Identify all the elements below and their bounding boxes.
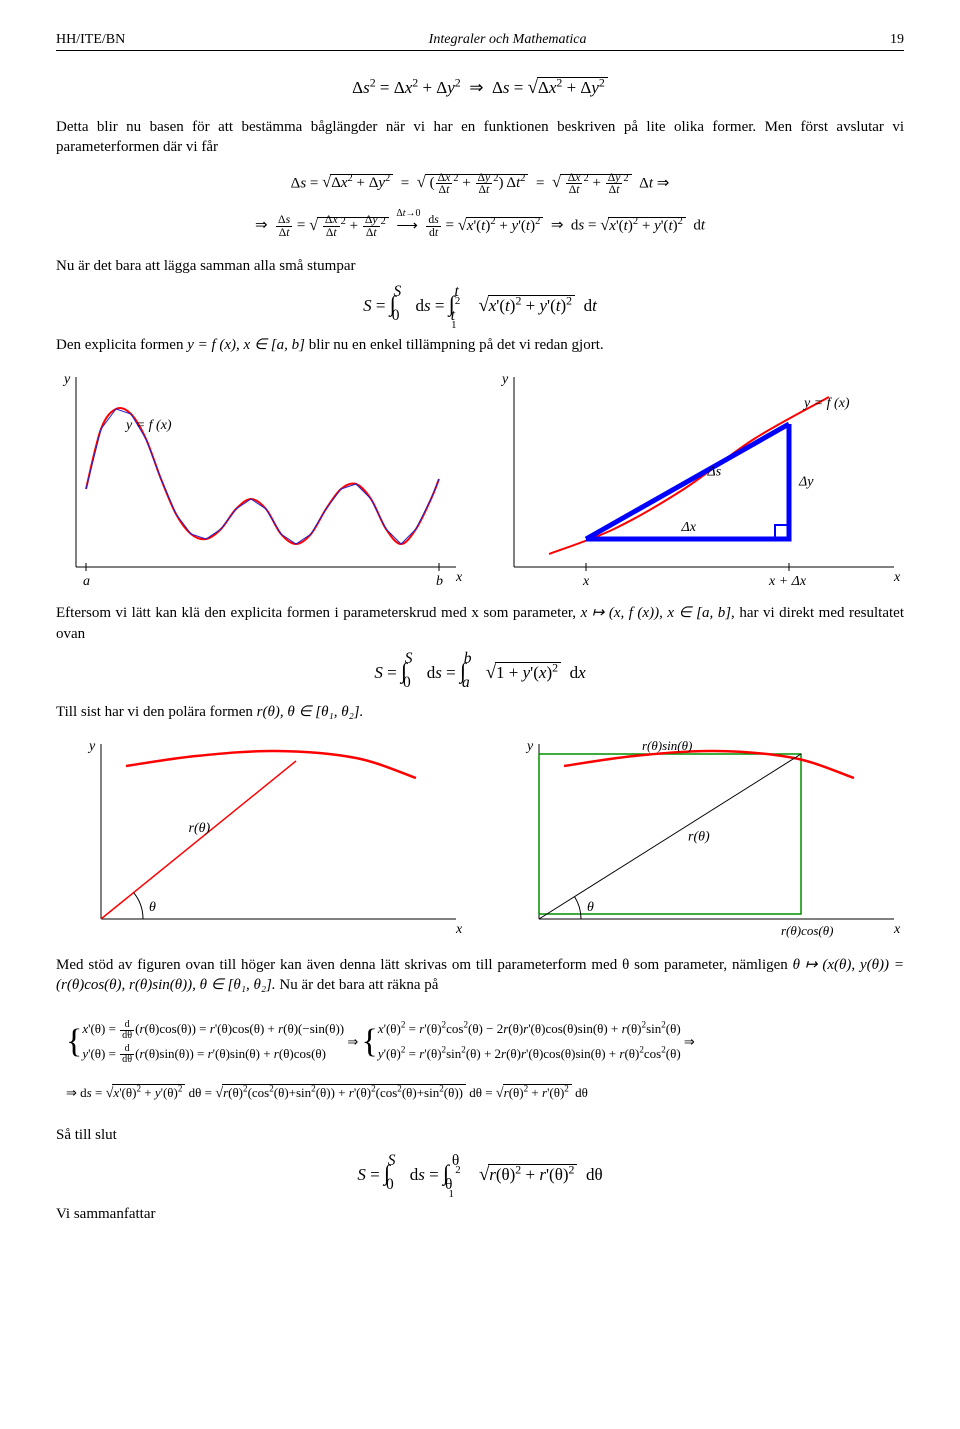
eq-arclength-polar: S = ∫0S ds = ∫θ1θ2 r(θ)2 + r'(θ)2 dθ	[56, 1160, 904, 1187]
header-right: 19	[890, 32, 904, 48]
svg-text:y = f (x): y = f (x)	[124, 418, 172, 433]
eq-polar-deriv: { x'(θ) = ddθ(r(θ)cos(θ)) = r'(θ)cos(θ) …	[66, 1010, 904, 1108]
figure-ds-triangle: x y x x + Δx y = f (x) Δs Δy Δx	[494, 369, 904, 589]
para-1: Detta blir nu basen för att bestämma båg…	[56, 117, 904, 158]
para-2: Nu är det bara att lägga samman alla små…	[56, 256, 904, 276]
eq-param-step2: ⇒ ΔsΔt = ΔxΔt2 + ΔyΔt2 ⟶Δt→0 dsdt = x'(t…	[56, 214, 904, 238]
para-6: Med stöd av figuren ovan till höger kan …	[56, 955, 904, 996]
svg-text:a: a	[83, 574, 90, 589]
eq-ds-definition: Δs2 = Δx2 + Δy2 ⇒ Δs = Δx2 + Δy2	[56, 77, 904, 99]
svg-text:Δs: Δs	[707, 465, 722, 480]
header-left: HH/ITE/BN	[56, 32, 125, 48]
para-7: Så till slut	[56, 1125, 904, 1145]
eq-param-step1: Δs = Δx2 + Δy2 = (ΔxΔt2 + ΔyΔt2) Δt2 = Δ…	[56, 172, 904, 196]
svg-text:x: x	[455, 922, 463, 937]
svg-text:x: x	[893, 570, 901, 585]
svg-text:r(θ)sin(θ): r(θ)sin(θ)	[642, 738, 692, 753]
figure-polar-rect: x y θ r(θ) r(θ)sin(θ) r(θ)cos(θ)	[494, 736, 904, 941]
svg-text:x: x	[893, 922, 901, 937]
page-header: HH/ITE/BN Integraler och Mathematica 19	[56, 32, 904, 51]
figure-row-2: x y θ r(θ) x y θ r(θ) r(θ)sin(θ) r(θ)cos(θ)	[56, 736, 904, 941]
svg-text:r(θ): r(θ)	[688, 830, 710, 845]
svg-text:x: x	[455, 570, 463, 585]
figure-explicit-curve: x y a b y = f (x)	[56, 369, 466, 589]
svg-text:x + Δx: x + Δx	[768, 574, 807, 589]
svg-text:Δx: Δx	[681, 520, 697, 535]
para-3: Den explicita formen y = f (x), x ∈ [a, …	[56, 335, 904, 355]
figure-row-1: x y a b y = f (x) x y x x + Δx y = f (x) Δs Δy Δx	[56, 369, 904, 589]
svg-text:x: x	[582, 574, 590, 589]
para-5: Till sist har vi den polära formen r(θ),…	[56, 702, 904, 722]
svg-text:y = f (x): y = f (x)	[802, 396, 850, 411]
svg-text:y: y	[500, 372, 509, 387]
svg-text:θ: θ	[587, 900, 594, 915]
svg-text:r(θ)cos(θ): r(θ)cos(θ)	[781, 923, 833, 938]
svg-text:y: y	[525, 739, 534, 754]
svg-text:b: b	[436, 574, 443, 589]
eq-arclength-param: S = ∫0S ds = ∫t1t2 x'(t)2 + y'(t)2 dt	[56, 291, 904, 318]
para-4: Eftersom vi lätt kan klä den explicita f…	[56, 603, 904, 644]
svg-text:y: y	[87, 739, 96, 754]
header-center: Integraler och Mathematica	[429, 32, 587, 48]
figure-polar-ray: x y θ r(θ)	[56, 736, 466, 941]
eq-arclength-explicit: S = ∫0S ds = ∫ab 1 + y'(x)2 dx	[56, 658, 904, 684]
svg-text:y: y	[62, 372, 71, 387]
para-8: Vi sammanfattar	[56, 1204, 904, 1224]
svg-text:Δy: Δy	[798, 475, 814, 490]
svg-text:θ: θ	[149, 900, 156, 915]
svg-text:r(θ): r(θ)	[189, 821, 211, 836]
